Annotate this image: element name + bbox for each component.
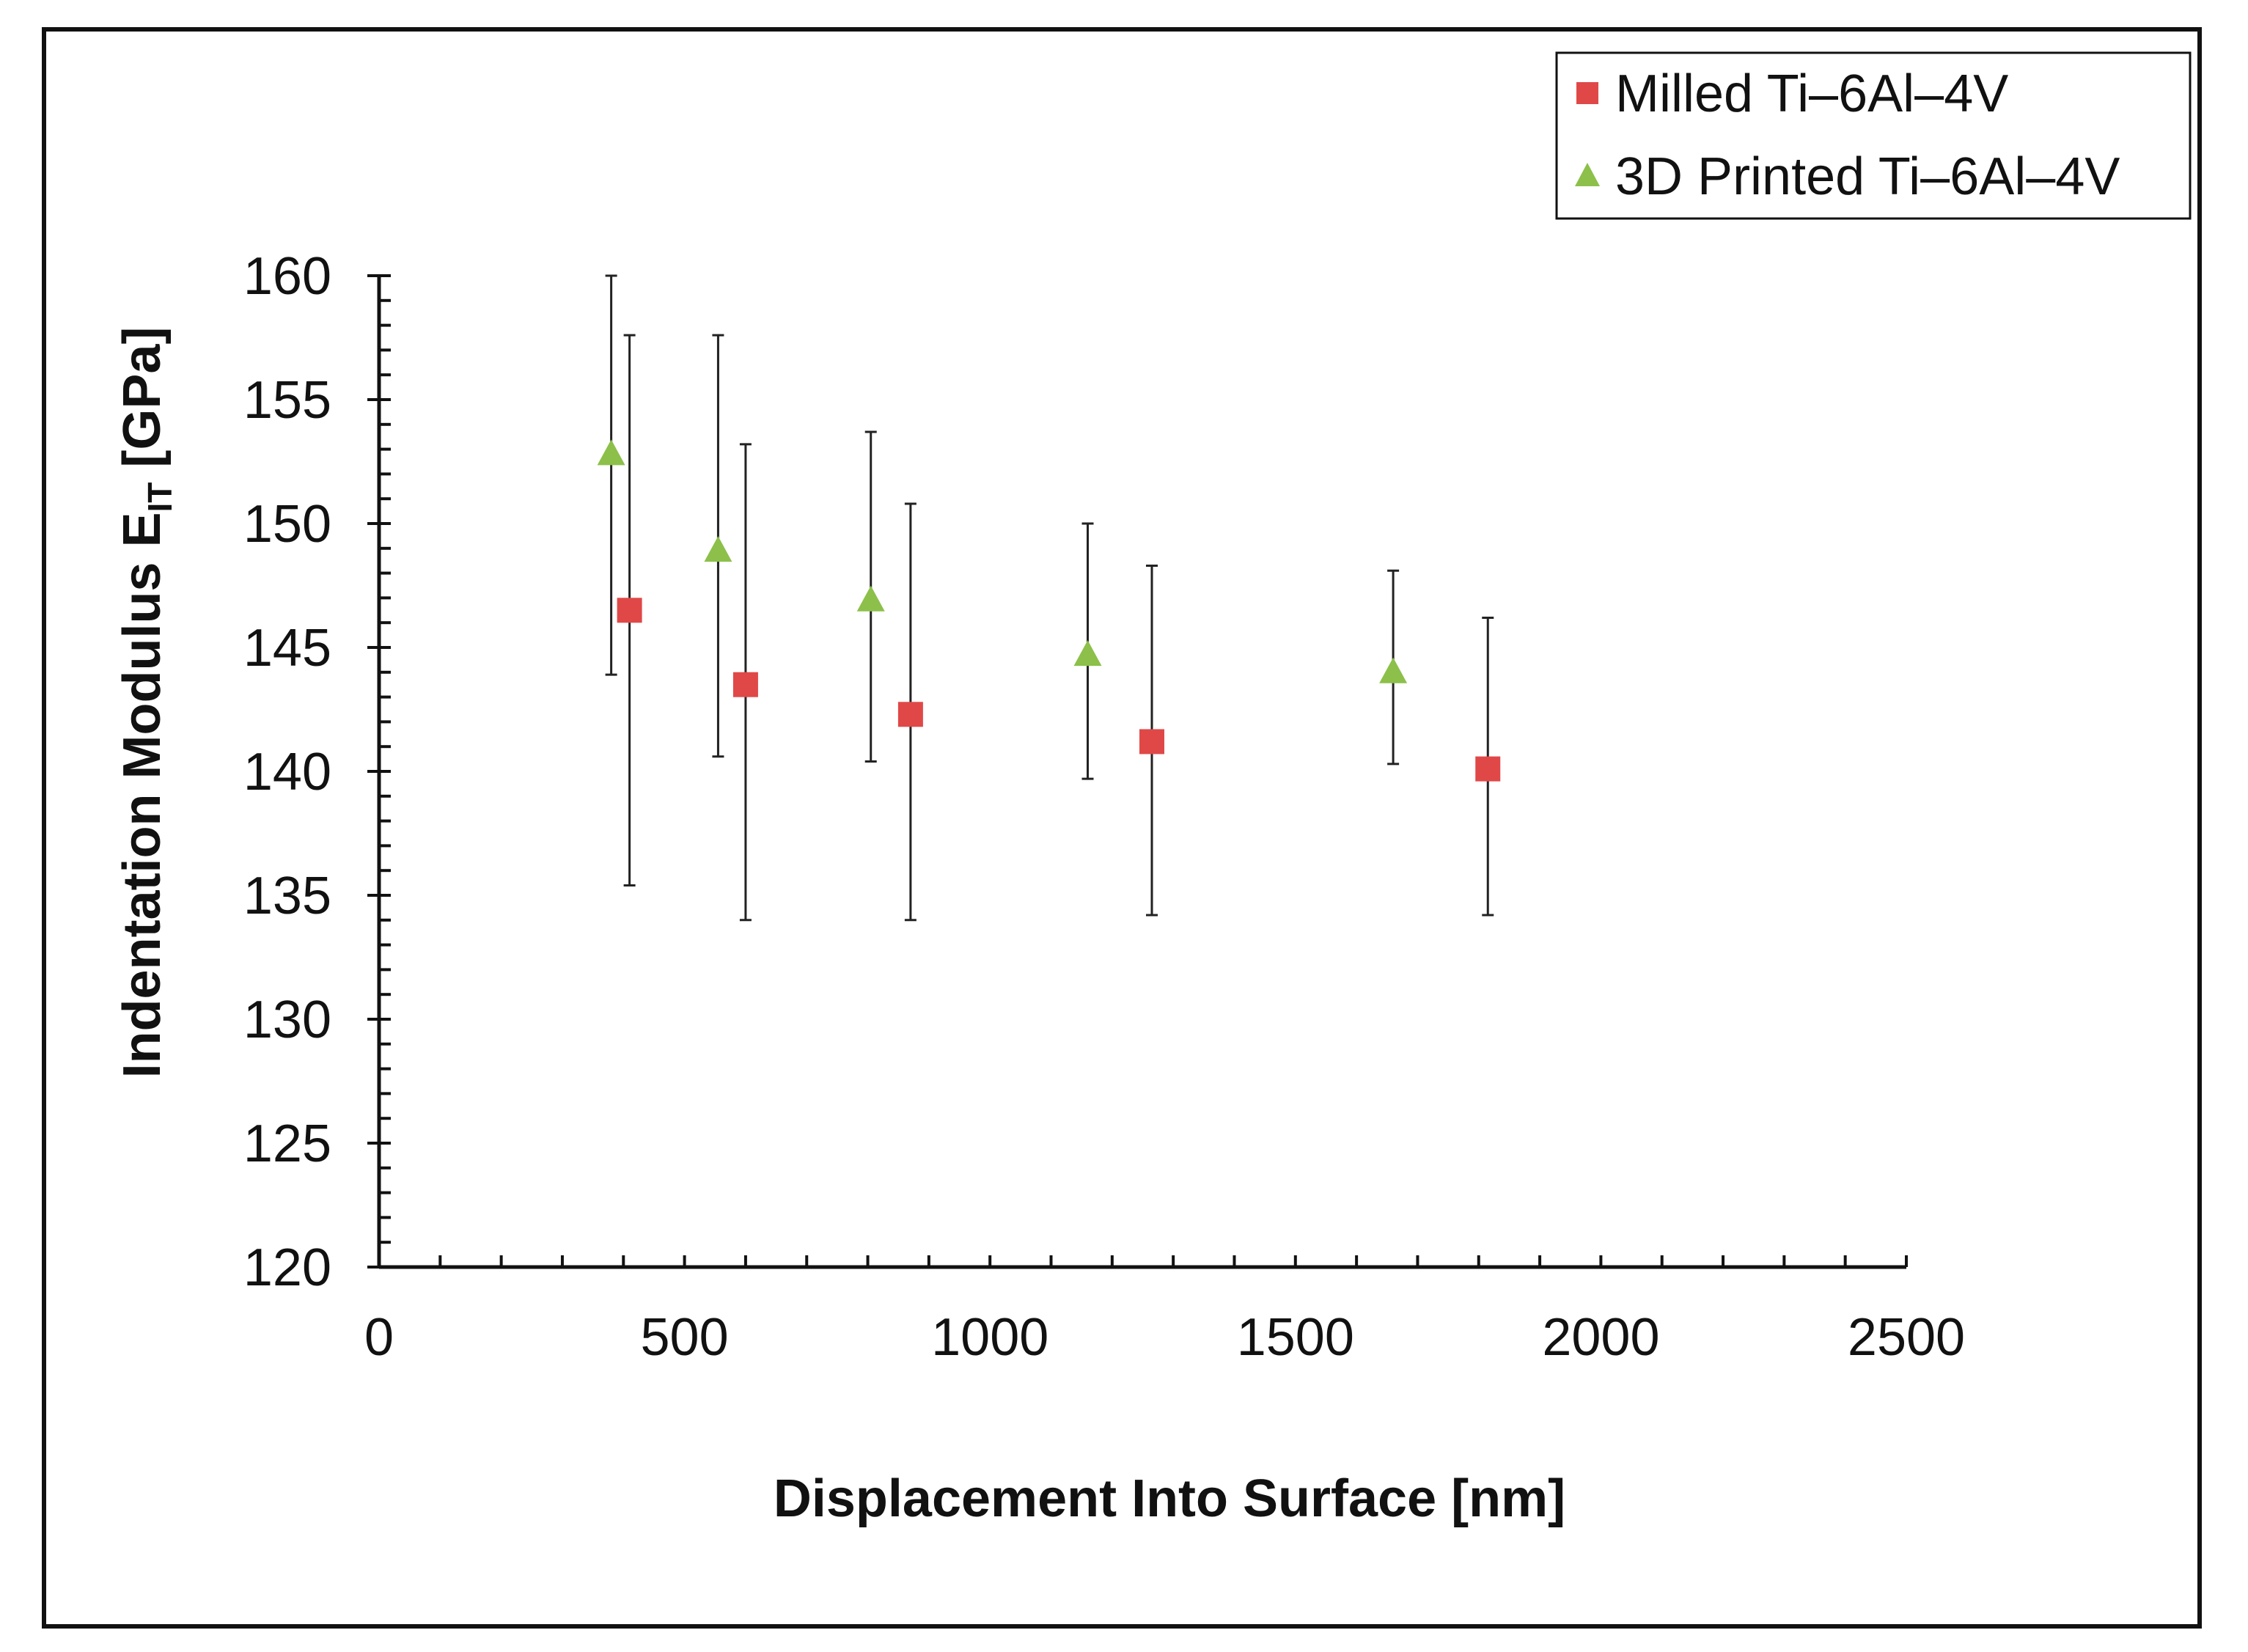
x-tick-label: 0 — [364, 1308, 394, 1367]
milled-data-point — [732, 672, 758, 697]
y-tick-label: 130 — [243, 991, 331, 1049]
printed-data-point — [1379, 657, 1408, 683]
y-tick-label: 150 — [243, 495, 331, 554]
printed-data-point — [597, 439, 625, 466]
legend: Milled Ti–6Al–4V 3D Printed Ti–6Al–4V — [1555, 51, 2192, 220]
y-tick-label: 160 — [243, 247, 331, 306]
legend-marker-milled — [1576, 82, 1598, 104]
x-tick-label: 1000 — [931, 1308, 1048, 1367]
legend-label-printed: 3D Printed Ti–6Al–4V — [1615, 147, 2120, 206]
y-tick-label: 145 — [243, 619, 331, 678]
y-axis-title-subscript: IT — [141, 482, 179, 513]
tick-labels: 0 500 1000 1500 2000 2500 120 125 130 135 140 145 15… — [243, 247, 1965, 1367]
y-tick-label: 140 — [243, 743, 331, 801]
y-tick-label: 155 — [243, 371, 331, 430]
y-axis-title-unit: [GPa] — [113, 327, 172, 482]
x-tick-label: 2000 — [1542, 1308, 1659, 1367]
printed-data-point — [1073, 640, 1102, 667]
y-axis-title-main: Indentation Modulus E — [113, 512, 172, 1078]
milled-data-point — [617, 598, 642, 623]
legend-marker-printed — [1575, 163, 1600, 186]
x-tick-label: 2500 — [1848, 1308, 1965, 1367]
y-tick-label: 120 — [243, 1238, 331, 1297]
x-axis-title: Displacement Into Surface [nm] — [774, 1469, 1565, 1528]
printed-data-point — [704, 536, 732, 562]
printed-data-point — [856, 585, 885, 612]
y-tick-label: 135 — [243, 867, 331, 925]
axes — [367, 274, 1906, 1269]
error-bars — [605, 274, 1494, 922]
legend-label-milled: Milled Ti–6Al–4V — [1615, 65, 2008, 123]
legend-box — [1555, 51, 2192, 220]
y-axis-title: Indentation Modulus EIT [GPa] — [113, 327, 179, 1079]
milled-data-point — [897, 702, 923, 727]
milled-data-point — [1139, 729, 1164, 755]
chart-frame — [42, 27, 2202, 1629]
data-markers — [597, 439, 1501, 782]
y-tick-label: 125 — [243, 1115, 331, 1173]
milled-data-point — [1475, 756, 1501, 782]
minor-ticks — [379, 274, 1908, 1267]
x-tick-label: 1500 — [1237, 1308, 1354, 1367]
x-tick-label: 500 — [641, 1308, 729, 1367]
